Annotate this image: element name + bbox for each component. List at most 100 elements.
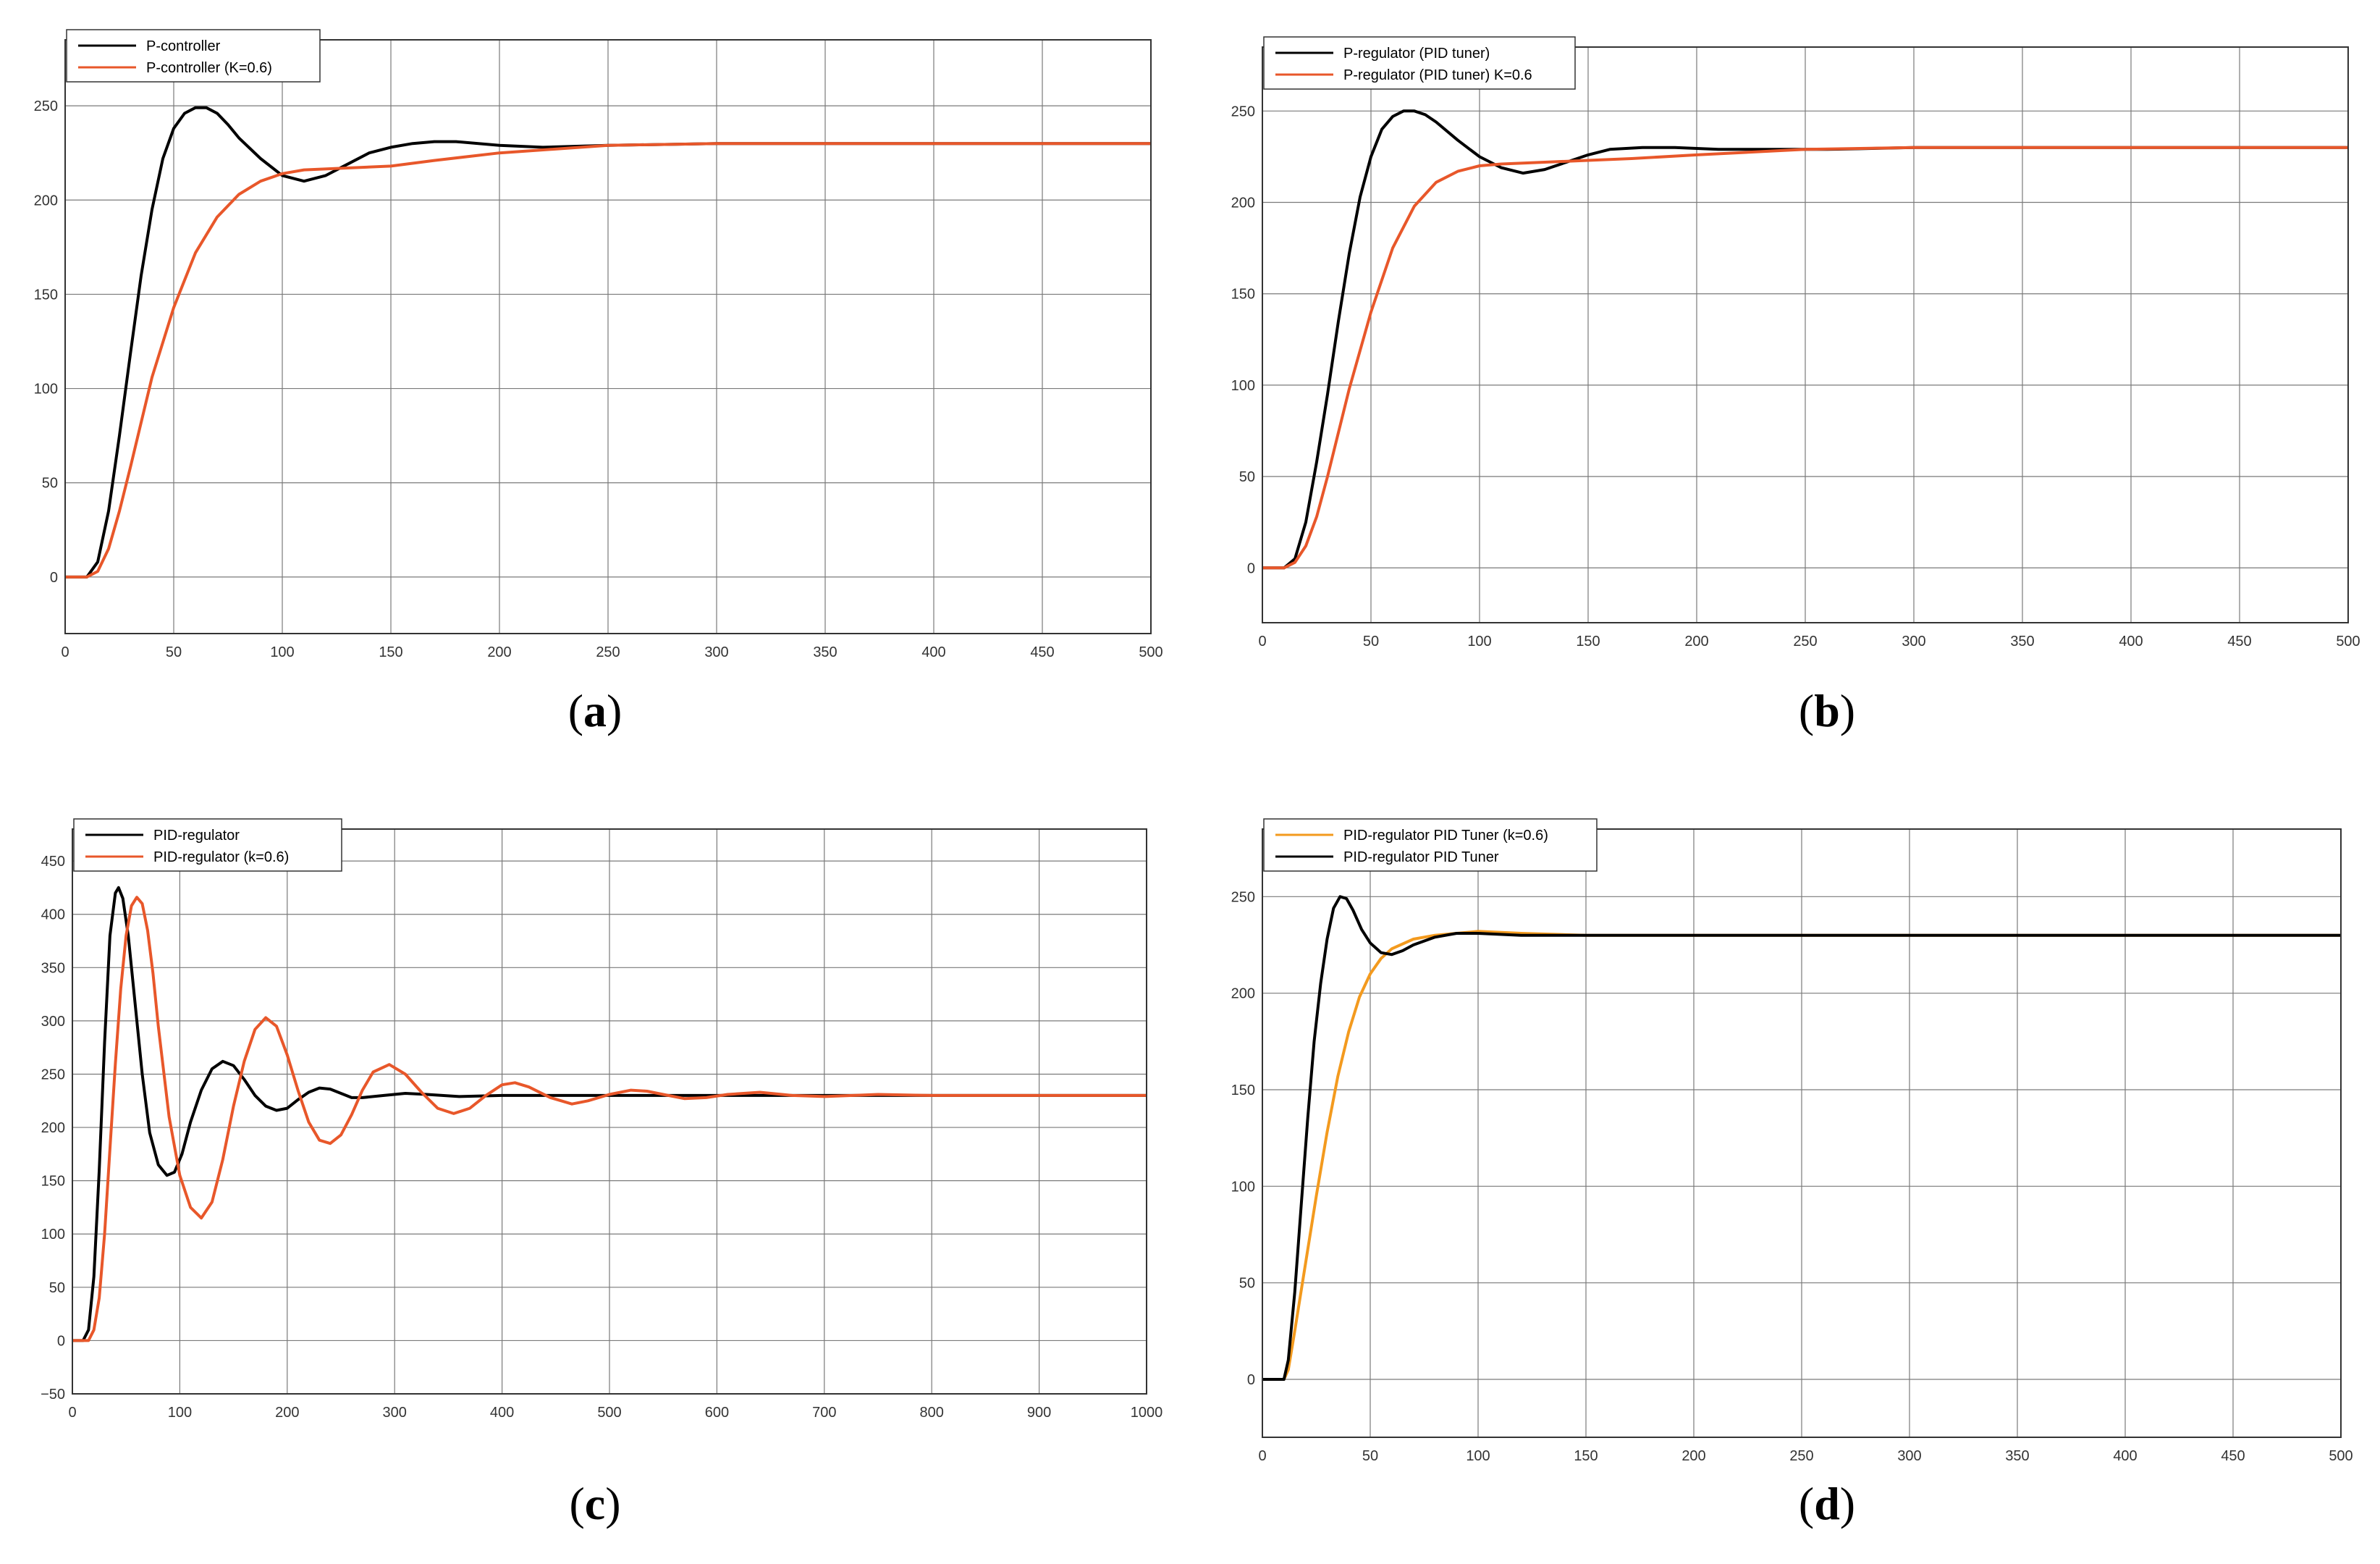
- y-tick-label: 0: [57, 1333, 65, 1349]
- legend-entry: P-controller (K=0.6): [146, 60, 272, 76]
- series-line-1: [72, 886, 1147, 1342]
- x-tick-label: 500: [2329, 1448, 2352, 1464]
- legend-box: [1263, 818, 1598, 872]
- y-tick-label: 400: [41, 907, 65, 923]
- x-tick-label: 400: [2119, 634, 2143, 649]
- series-line-1: [65, 106, 1151, 579]
- y-tick-label: 250: [1231, 889, 1255, 905]
- y-tick-label: 50: [1239, 469, 1255, 485]
- y-tick-label: 100: [1231, 1179, 1255, 1195]
- y-tick-label: 200: [1231, 196, 1255, 211]
- grid: [1262, 829, 2342, 1437]
- y-tick-label: 450: [41, 854, 65, 870]
- x-tick-label: 100: [270, 644, 294, 660]
- x-tick-label: 50: [1363, 634, 1379, 649]
- x-tick-label: 0: [1258, 1448, 1266, 1464]
- panel-b: 0 50 100 150 200 250 300 350 400 450 500 0 50 100 150 2…: [1190, 0, 2380, 782]
- legend-entry: PID-regulator PID Tuner: [1343, 849, 1499, 865]
- x-tick-label: 350: [2005, 1448, 2029, 1464]
- y-tick-label: 350: [41, 960, 65, 976]
- x-tick-label: 0: [68, 1405, 76, 1421]
- caption-a: (a): [567, 685, 623, 736]
- y-tick-label: 200: [41, 1120, 65, 1136]
- series-line-2: [1262, 895, 2341, 1381]
- x-tick-label: 400: [921, 644, 945, 660]
- legend: P-regulator (PID tuner) P-regulator (PID …: [1263, 36, 1576, 90]
- x-tick-label: 300: [1902, 634, 1925, 649]
- y-tick-label: 250: [41, 1067, 65, 1082]
- x-tick-label: 900: [1027, 1405, 1051, 1421]
- x-tick-label: 200: [487, 644, 511, 660]
- caption-b: (b): [1798, 685, 1856, 736]
- grid: [1262, 47, 2349, 623]
- x-tick-label: 0: [1258, 634, 1266, 649]
- series-line-2: [1262, 146, 2348, 570]
- x-tick-label: 800: [920, 1405, 944, 1421]
- x-tick-label: 250: [1793, 634, 1817, 649]
- legend-entry: PID-regulator: [153, 828, 240, 844]
- plot-frame: [72, 828, 1147, 1395]
- plot-frame: [1262, 46, 2349, 623]
- x-tick-label: 150: [379, 644, 402, 660]
- x-tick-label: 350: [2010, 634, 2034, 649]
- y-tick-label: 250: [1231, 104, 1255, 119]
- x-tick-label: 300: [1897, 1448, 1921, 1464]
- y-tick-label: 0: [1247, 1372, 1255, 1388]
- y-tick-label: 150: [1231, 287, 1255, 303]
- x-tick-label: 50: [166, 644, 182, 660]
- x-tick-label: 450: [2227, 634, 2251, 649]
- chart-c: 0 100 200 300 400 500 600 700 800 900 1000−5005010…: [41, 818, 1163, 1421]
- x-tick-label: 150: [1574, 1448, 1598, 1464]
- x-tick-label: 600: [705, 1405, 729, 1421]
- legend-box: [73, 818, 342, 872]
- series-line-2: [65, 142, 1151, 579]
- x-tick-label: 150: [1576, 634, 1600, 649]
- plot-frame: [1262, 828, 2342, 1438]
- y-tick-label: 150: [41, 1174, 65, 1190]
- caption-c: (c): [569, 1478, 621, 1529]
- y-tick-label: −50: [41, 1387, 65, 1403]
- panel-a: 0 50 100 150 200 250 300 350 400 450 500 0 50 100 150 2…: [0, 0, 1190, 782]
- x-tick-label: 500: [597, 1405, 621, 1421]
- chart-b: 0 50 100 150 200 250 300 350 400 450 500 0 50 100 150 2…: [1231, 36, 2360, 649]
- x-tick-label: 300: [704, 644, 728, 660]
- y-tick-label: 100: [1231, 378, 1255, 394]
- y-tick-label: 200: [1231, 986, 1255, 1002]
- series-line-1: [1262, 109, 2348, 570]
- y-tick-label: 300: [41, 1014, 65, 1030]
- x-tick-label: 250: [1789, 1448, 1813, 1464]
- series-line-1: [1262, 930, 2341, 1381]
- x-tick-label: 450: [1030, 644, 1054, 660]
- legend-entry: PID-regulator PID Tuner (k=0.6): [1343, 828, 1548, 844]
- x-tick-label: 500: [1139, 644, 1162, 660]
- x-tick-label: 100: [1466, 1448, 1490, 1464]
- x-tick-label: 700: [812, 1405, 836, 1421]
- y-tick-label: 150: [1231, 1082, 1255, 1098]
- x-tick-label: 100: [168, 1405, 192, 1421]
- legend-entry: P-regulator (PID tuner): [1343, 46, 1490, 62]
- x-tick-label: 500: [2336, 634, 2360, 649]
- y-tick-label: 0: [1247, 560, 1255, 576]
- legend-box: [66, 29, 321, 83]
- legend: PID-regulator PID Tuner (k=0.6) PID-regul…: [1263, 818, 1598, 872]
- x-tick-label: 250: [596, 644, 620, 660]
- y-tick-label: 100: [41, 1227, 65, 1243]
- y-tick-label: 250: [34, 98, 58, 114]
- x-tick-label: 200: [275, 1405, 299, 1421]
- panel-d: 0 50 100 150 200 250 300 350 400 450 500 0 50 100 150 2…: [1190, 782, 2380, 1564]
- x-tick-label: 400: [490, 1405, 514, 1421]
- x-tick-label: 350: [813, 644, 837, 660]
- y-tick-label: 100: [34, 382, 58, 398]
- series-line-2: [72, 896, 1147, 1342]
- x-tick-label: 100: [1467, 634, 1491, 649]
- chart-d: 0 50 100 150 200 250 300 350 400 450 500 0 50 100 150 2…: [1231, 818, 2353, 1464]
- x-tick-label: 1000: [1131, 1405, 1163, 1421]
- legend-entry: P-controller: [146, 38, 221, 54]
- x-tick-label: 200: [1684, 634, 1708, 649]
- y-tick-label: 0: [50, 570, 58, 586]
- legend-box: [1263, 36, 1576, 90]
- x-tick-label: 300: [383, 1405, 407, 1421]
- panel-c: 0 100 200 300 400 500 600 700 800 900 1000 −50 0 50 10…: [0, 782, 1190, 1564]
- y-tick-label: 200: [34, 193, 58, 209]
- x-tick-label: 450: [2221, 1448, 2245, 1464]
